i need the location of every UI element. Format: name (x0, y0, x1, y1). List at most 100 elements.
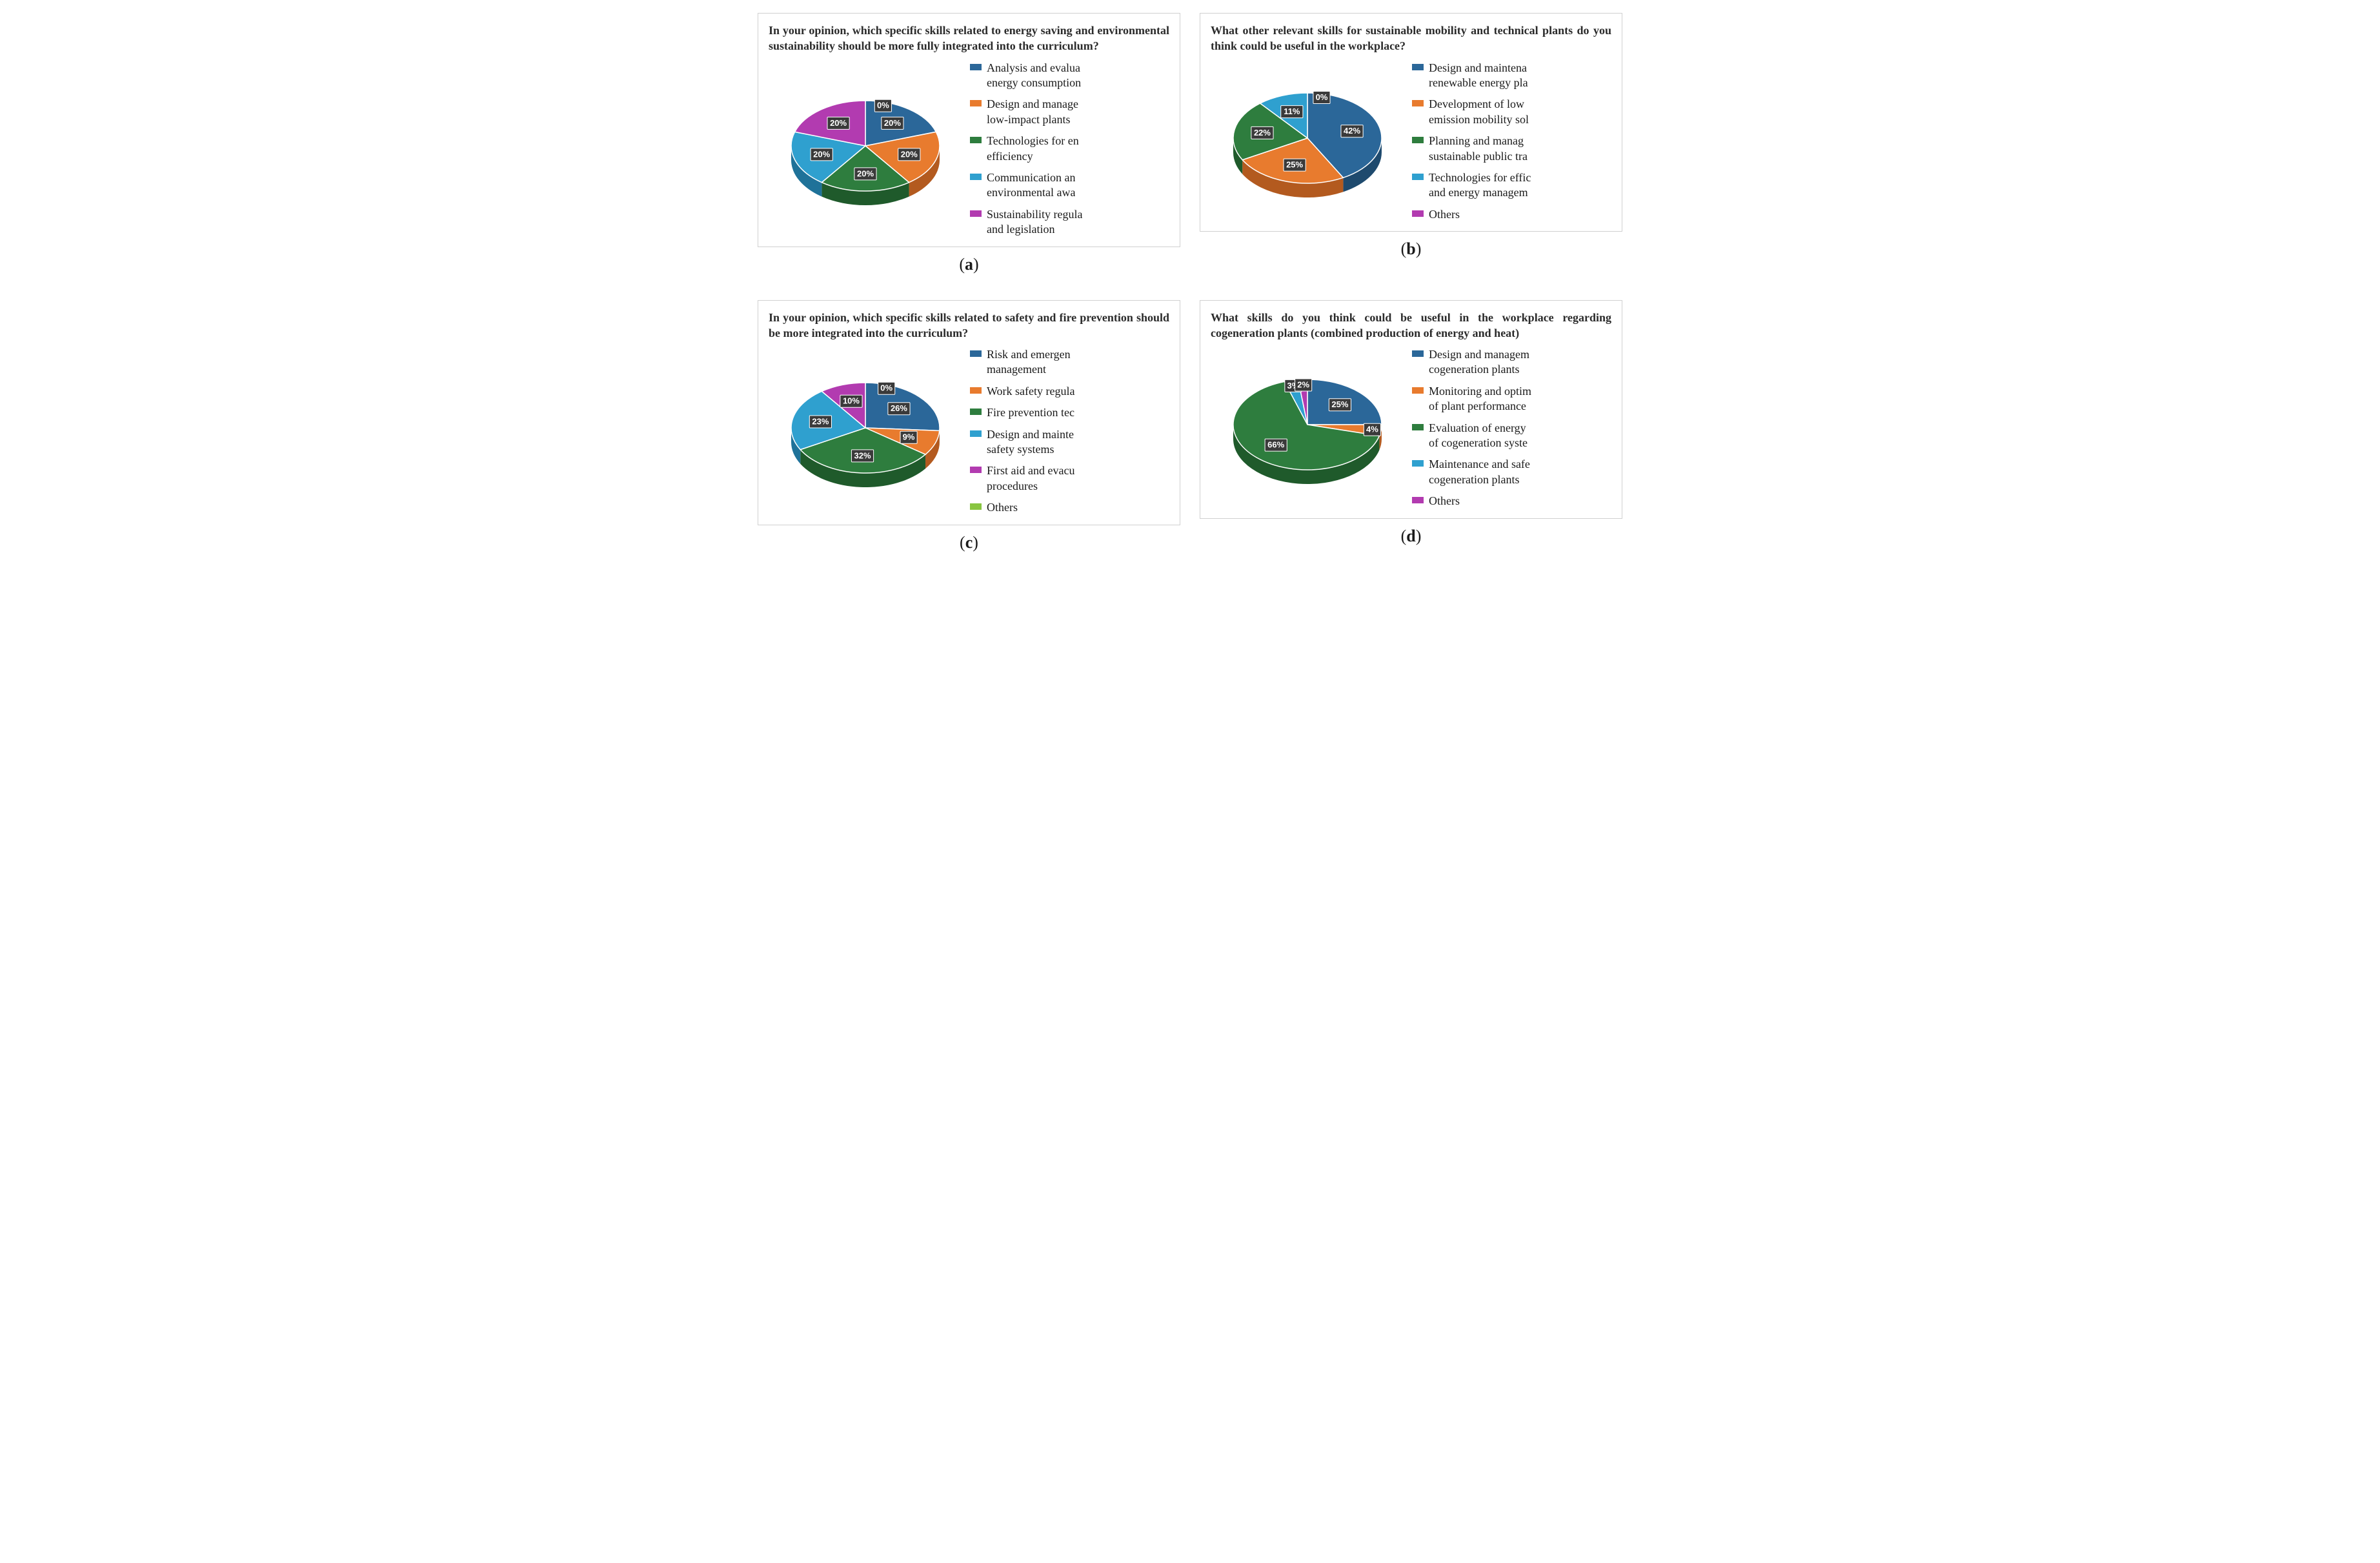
chart-title-c: In your opinion, which specific skills r… (769, 310, 1169, 341)
legend-swatch (970, 64, 982, 70)
legend-label: Maintenance and safecogeneration plants (1429, 457, 1530, 487)
panel-body-b: 42%25%22%11%0% Design and maintenarenewa… (1211, 61, 1611, 223)
svg-text:2%: 2% (1297, 380, 1309, 390)
legend-label: Analysis and evaluaenergy consumption (987, 61, 1081, 91)
legend-swatch (1412, 460, 1424, 467)
sublabel-b: (b) (1401, 239, 1422, 259)
legend-label: Development of lowemission mobility sol (1429, 97, 1529, 127)
chart-title-b: What other relevant skills for sustainab… (1211, 23, 1611, 54)
legend-item: Sustainability regulaand legislation (970, 207, 1169, 237)
legend-swatch (970, 503, 982, 510)
svg-text:0%: 0% (1316, 92, 1328, 102)
legend-item: Others (970, 500, 1169, 515)
cell-a: In your opinion, which specific skills r… (758, 13, 1180, 274)
legend-swatch (970, 174, 982, 180)
legend-label: Technologies for enefficiency (987, 134, 1079, 164)
legend-item: Analysis and evaluaenergy consumption (970, 61, 1169, 91)
legend-label: Design and maintesafety systems (987, 427, 1074, 458)
legend-item: Others (1412, 207, 1611, 222)
chart-title-d: What skills do you think could be useful… (1211, 310, 1611, 341)
cell-d: What skills do you think could be useful… (1200, 300, 1622, 552)
legend-item: Fire prevention tec (970, 405, 1169, 420)
panel-body-a: 20%20%20%20%20%0% Analysis and evaluaene… (769, 61, 1169, 237)
legend-label: Communication anenvironmental awa (987, 170, 1075, 201)
svg-text:10%: 10% (843, 396, 860, 406)
legend-swatch (1412, 497, 1424, 503)
sublabel-c: (c) (960, 533, 978, 552)
legend-d: Design and managemcogeneration plants Mon… (1412, 347, 1611, 509)
chart-title-a: In your opinion, which specific skills r… (769, 23, 1169, 54)
legend-item: Work safety regula (970, 384, 1169, 399)
svg-text:23%: 23% (812, 417, 829, 427)
svg-text:0%: 0% (877, 100, 889, 110)
panel-b: What other relevant skills for sustainab… (1200, 13, 1622, 232)
svg-text:20%: 20% (884, 117, 901, 127)
legend-label: Planning and managsustainable public tra (1429, 134, 1528, 164)
legend-b: Design and maintenarenewable energy pla D… (1412, 61, 1611, 223)
legend-label: Monitoring and optimof plant performance (1429, 384, 1531, 414)
chart-grid: In your opinion, which specific skills r… (758, 13, 1622, 552)
legend-item: Monitoring and optimof plant performance (1412, 384, 1611, 414)
legend-item: Design and managelow-impact plants (970, 97, 1169, 127)
legend-swatch (1412, 64, 1424, 70)
legend-label: Risk and emergenmanagement (987, 347, 1071, 378)
panel-body-c: 26% 9% 32% 23% 10% 0% Risk and emergenmanagem… (769, 347, 1169, 516)
legend-item: Evaluation of energyof cogeneration syst… (1412, 421, 1611, 451)
legend-swatch (1412, 174, 1424, 180)
legend-label: Technologies for efficand energy managem (1429, 170, 1531, 201)
svg-text:66%: 66% (1267, 440, 1284, 450)
legend-label: Design and managelow-impact plants (987, 97, 1078, 127)
svg-text:4%: 4% (1366, 425, 1378, 434)
legend-swatch (1412, 350, 1424, 357)
legend-item: First aid and evacuprocedures (970, 463, 1169, 494)
svg-text:20%: 20% (813, 149, 830, 159)
legend-item: Design and maintenarenewable energy pla (1412, 61, 1611, 91)
legend-swatch (970, 430, 982, 437)
svg-text:11%: 11% (1284, 106, 1300, 116)
legend-label: Evaluation of energyof cogeneration syst… (1429, 421, 1528, 451)
legend-label: Others (1429, 494, 1460, 509)
panel-a: In your opinion, which specific skills r… (758, 13, 1180, 247)
svg-text:9%: 9% (903, 432, 915, 442)
legend-item: Technologies for efficand energy managem (1412, 170, 1611, 201)
legend-swatch (1412, 387, 1424, 394)
legend-label: Others (987, 500, 1018, 515)
cell-c: In your opinion, which specific skills r… (758, 300, 1180, 552)
legend-item: Design and managemcogeneration plants (1412, 347, 1611, 378)
pie-a: 20%20%20%20%20%0% (769, 75, 962, 223)
legend-label: Design and maintenarenewable energy pla (1429, 61, 1528, 91)
cell-b: What other relevant skills for sustainab… (1200, 13, 1622, 274)
pie-d: 25%4%66%3%2% (1211, 354, 1404, 502)
svg-text:26%: 26% (891, 404, 907, 414)
sublabel-a: (a) (959, 255, 978, 274)
legend-swatch (970, 350, 982, 357)
legend-item: Risk and emergenmanagement (970, 347, 1169, 378)
legend-swatch (970, 387, 982, 394)
legend-item: Maintenance and safecogeneration plants (1412, 457, 1611, 487)
legend-a: Analysis and evaluaenergy consumption Des… (970, 61, 1169, 237)
legend-label: Sustainability regulaand legislation (987, 207, 1082, 237)
svg-text:20%: 20% (901, 149, 918, 159)
legend-swatch (1412, 424, 1424, 430)
svg-text:0%: 0% (880, 383, 892, 393)
legend-label: Others (1429, 207, 1460, 222)
legend-item: Communication anenvironmental awa (970, 170, 1169, 201)
legend-label: Fire prevention tec (987, 405, 1074, 420)
legend-label: First aid and evacuprocedures (987, 463, 1074, 494)
legend-swatch (970, 137, 982, 143)
legend-swatch (970, 210, 982, 217)
svg-text:22%: 22% (1254, 128, 1271, 137)
svg-text:25%: 25% (1331, 400, 1348, 410)
legend-item: Others (1412, 494, 1611, 509)
legend-swatch (1412, 100, 1424, 106)
panel-body-d: 25%4%66%3%2% Design and managemcogenerat… (1211, 347, 1611, 509)
panel-d: What skills do you think could be useful… (1200, 300, 1622, 519)
legend-swatch (1412, 137, 1424, 143)
svg-text:32%: 32% (854, 451, 871, 461)
svg-text:20%: 20% (830, 117, 847, 127)
pie-b: 42%25%22%11%0% (1211, 67, 1404, 216)
legend-c: Risk and emergenmanagement Work safety re… (970, 347, 1169, 516)
legend-item: Design and maintesafety systems (970, 427, 1169, 458)
legend-item: Planning and managsustainable public tra (1412, 134, 1611, 164)
legend-swatch (970, 100, 982, 106)
